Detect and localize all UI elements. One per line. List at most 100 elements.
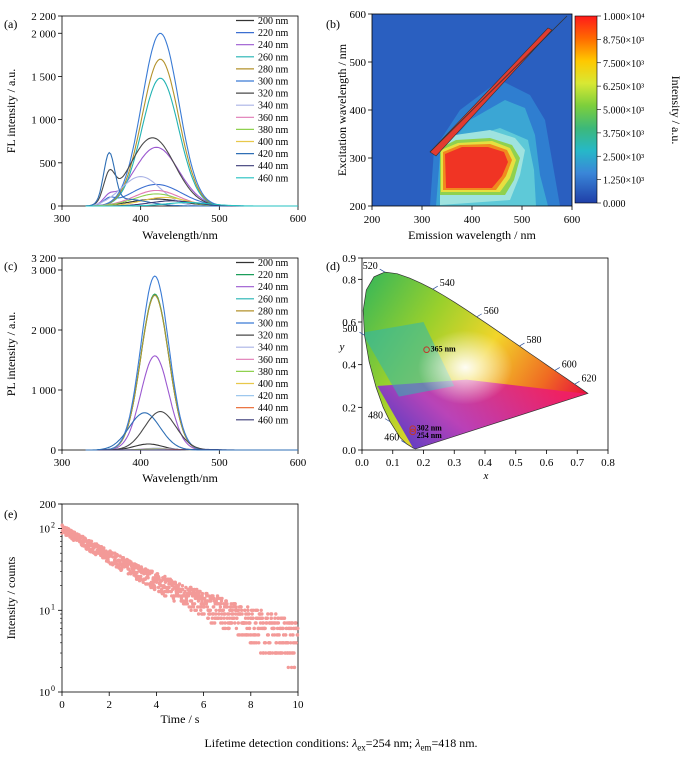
d-wavelength-label: 480 (368, 411, 383, 422)
e-decay-point (227, 626, 231, 631)
e-xtick-label: 8 (248, 699, 254, 711)
e-decay-point (289, 641, 293, 645)
e-decay-point (239, 605, 243, 609)
b-ytick-label: 400 (350, 105, 367, 117)
e-decay-point (208, 608, 213, 612)
e-decay-point (203, 596, 207, 601)
d-point-label: 254 nm (417, 431, 442, 440)
b-colorbar-tick-label: 3.750×10³ (603, 129, 644, 140)
e-decay-point (209, 599, 213, 603)
panel-e-x-ticks: 0 2 4 6 8 10 (59, 692, 304, 711)
e-decay-point (260, 616, 265, 620)
d-locus-outline (362, 271, 589, 450)
e-decay-point (295, 633, 300, 637)
e-decay-point (236, 621, 240, 625)
a-legend-label: 260 nm (258, 52, 289, 63)
e-decay-point (196, 599, 201, 603)
e-decay-point (286, 641, 290, 645)
e-decay-point (166, 589, 170, 594)
e-decay-point (214, 608, 218, 612)
caption-ex-symbol: λ (352, 736, 358, 750)
e-decay-point (224, 599, 228, 603)
b-colorbar-tick-label: 0.000 (603, 199, 626, 210)
d-gamut-white-point (363, 272, 588, 449)
panel-e-y-axis-label: Intensity / counts (4, 556, 18, 639)
e-decay-point (252, 626, 256, 631)
panel-a-y-ticks: 0 500 1 000 1 500 2 000 2 200 (31, 11, 62, 213)
e-decay-point (72, 530, 77, 534)
e-decay-point (233, 602, 237, 606)
e-decay-point (205, 605, 210, 609)
e-decay-point (145, 582, 149, 586)
e-decay-point (185, 602, 189, 606)
e-decay-point (211, 612, 216, 616)
e-decay-point (254, 621, 258, 625)
panel-a-label: (a) (4, 17, 17, 31)
panel-e-x-axis-label: Time / s (161, 712, 200, 726)
e-decay-point (292, 651, 296, 655)
a-xtick-label: 400 (132, 213, 149, 225)
panel-a-series-lines (85, 32, 298, 207)
c-ytick-label: 2 000 (31, 325, 56, 337)
e-decay-point (248, 621, 252, 625)
e-xtick-label: 6 (201, 699, 207, 711)
d-wavelength-tick (359, 331, 365, 336)
a-legend-label: 200 nm (258, 16, 289, 27)
e-decay-point (146, 576, 150, 580)
e-decay-point (263, 626, 267, 631)
e-decay-point (229, 605, 233, 609)
d-ytick-label: 0.8 (342, 274, 356, 286)
c-legend-label: 200 nm (258, 258, 289, 269)
e-decay-point (225, 605, 230, 609)
e-xtick-label: 2 (106, 699, 112, 711)
d-wavelength-tick (401, 440, 407, 444)
e-decay-point (294, 641, 298, 645)
panel-b-contour-edge (429, 15, 568, 153)
c-ytick-label: 0 (51, 445, 57, 457)
e-decay-point (269, 616, 273, 620)
e-decay-point (233, 621, 237, 625)
e-decay-point (247, 626, 252, 631)
d-wavelength-label: 560 (484, 306, 499, 317)
c-ytick-label: 1 000 (31, 385, 56, 397)
a-legend-label: 400 nm (258, 137, 289, 148)
d-wavelength-label: 460 (384, 433, 399, 444)
e-decay-point (202, 605, 206, 609)
caption-em-symbol: λ (415, 736, 421, 750)
e-decay-point (292, 665, 297, 670)
e-decay-point (200, 599, 204, 603)
panel-e-label: (e) (4, 507, 17, 521)
d-wavelength-tick (574, 380, 580, 385)
e-decay-point (240, 612, 244, 616)
e-decay-point (157, 577, 161, 581)
e-decay-point (266, 633, 270, 637)
e-decay-point (272, 633, 277, 637)
panel-b-colorbar-ticks: 1.000×10⁴ 8.750×10³ 7.500×10³ 6.250×10³ 5.00… (597, 12, 645, 210)
e-decay-point (269, 612, 274, 616)
e-decay-point (225, 602, 229, 606)
caption-em-subscript: em (420, 742, 432, 753)
c-legend-label: 440 nm (258, 403, 289, 414)
a-ytick-label: 2 000 (31, 28, 56, 40)
e-decay-point (243, 616, 248, 620)
b-ytick-label: 200 (350, 201, 367, 213)
d-ytick-label: 0.0 (342, 445, 356, 457)
e-decay-point (231, 612, 235, 616)
a-ytick-label: 1 000 (31, 115, 56, 127)
e-decay-point (202, 612, 206, 616)
e-decay-point (115, 553, 120, 558)
e-decay-point (263, 641, 268, 645)
e-decay-point (282, 616, 287, 620)
a-legend-label: 340 nm (258, 101, 289, 112)
b-xtick-label: 300 (414, 214, 431, 226)
panel-b-y-ticks: 200 300 400 500 600 (350, 9, 372, 213)
e-decay-point (189, 608, 193, 612)
e-decay-point (274, 641, 279, 645)
e-decay-point (196, 612, 201, 616)
e-decay-point (243, 608, 247, 612)
e-decay-point (255, 608, 260, 612)
e-decay-point (156, 585, 161, 590)
